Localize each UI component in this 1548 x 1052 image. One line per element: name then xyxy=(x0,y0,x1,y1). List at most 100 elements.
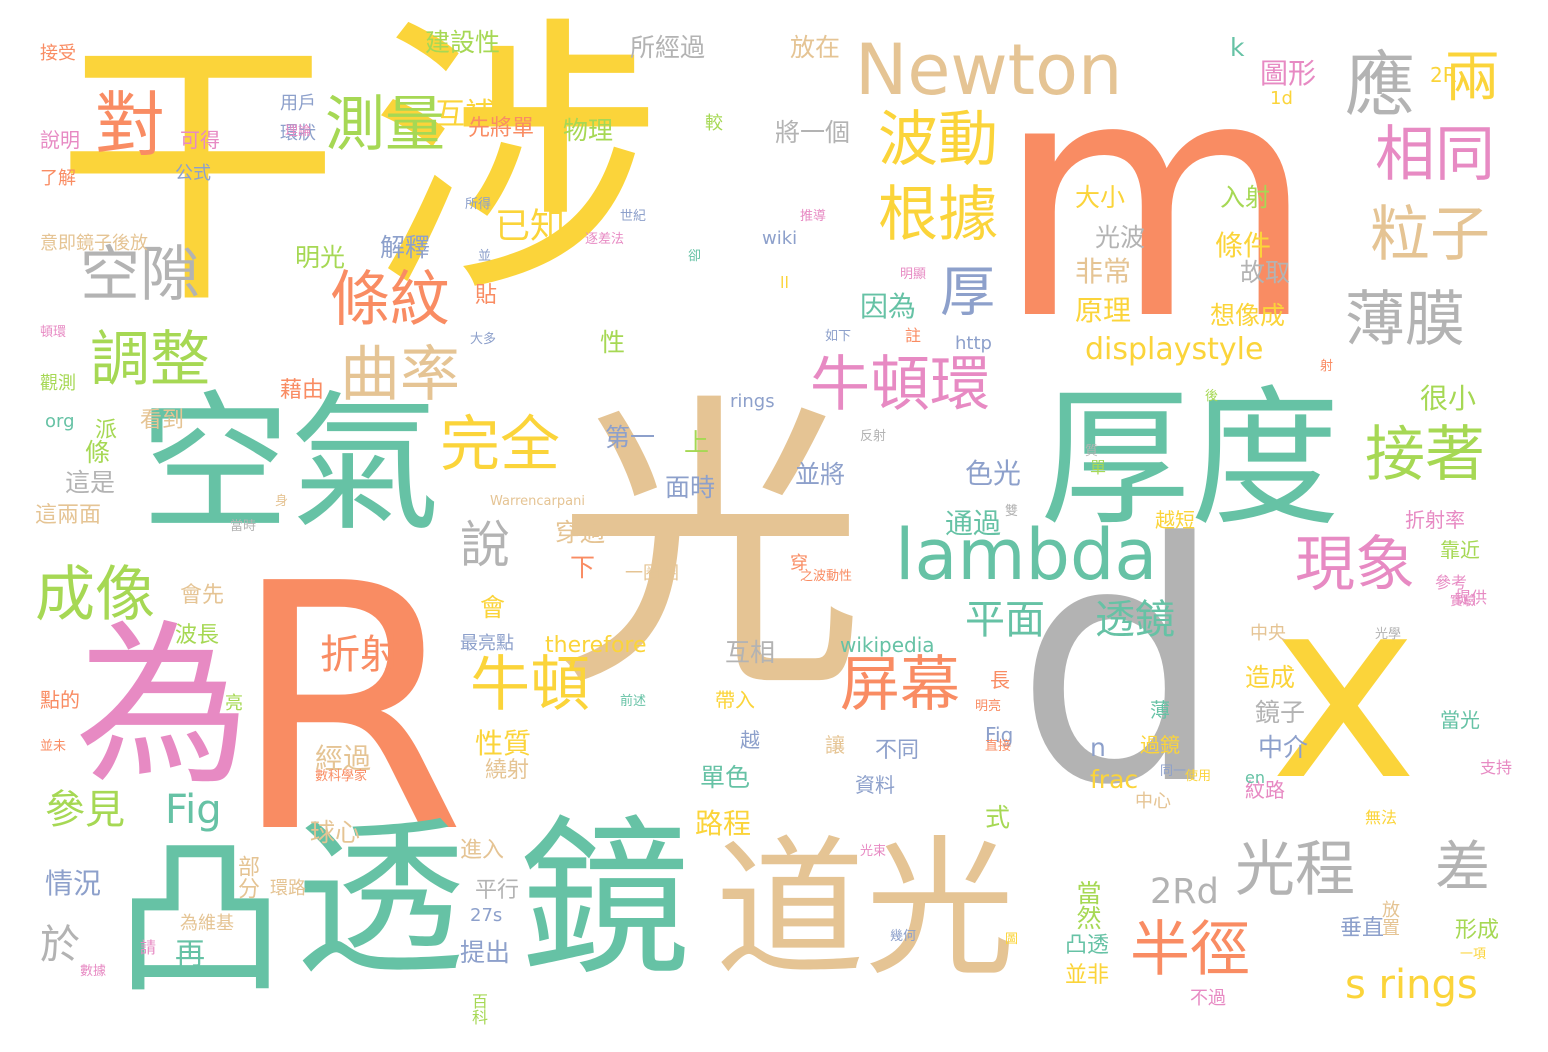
cloud-word: 並將 xyxy=(795,460,846,489)
cloud-word: 應 xyxy=(1345,44,1415,126)
cloud-word: 中介 xyxy=(1258,733,1309,762)
cloud-word: 2Rd xyxy=(1150,872,1219,912)
cloud-word: 並未 xyxy=(40,739,67,754)
cloud-word: k xyxy=(1230,33,1245,62)
cloud-word: 兩 xyxy=(1445,45,1501,109)
cloud-word: 貼 xyxy=(475,283,498,308)
cloud-word: 註 xyxy=(905,326,922,345)
cloud-word: 完全 xyxy=(440,410,560,480)
cloud-word: org xyxy=(45,411,75,432)
cloud-word: 身 xyxy=(275,494,289,509)
cloud-word: 厚度 xyxy=(1040,373,1341,547)
cloud-word: 點的 xyxy=(40,688,80,712)
cloud-word: 一項 xyxy=(1460,947,1487,962)
cloud-word: 2R xyxy=(1430,63,1457,87)
cloud-word: 鏡 xyxy=(520,801,691,999)
cloud-word: 會 xyxy=(480,593,506,622)
cloud-word: 用戶 xyxy=(280,93,316,114)
cloud-word: 這是 xyxy=(65,468,116,497)
cloud-word: 參見 xyxy=(45,787,125,833)
cloud-word: 路程 xyxy=(695,807,752,840)
cloud-word: wiki xyxy=(762,228,798,249)
cloud-word: 質 xyxy=(1085,444,1099,459)
cloud-word: 當光 xyxy=(1440,708,1480,732)
cloud-word: 紋路 xyxy=(1245,778,1285,802)
cloud-word: 反射 xyxy=(860,429,887,444)
cloud-word: 空氣 xyxy=(140,378,441,552)
cloud-word: 干 xyxy=(55,11,340,343)
cloud-word: 平行 xyxy=(475,878,520,903)
cloud-word: 下 xyxy=(570,553,596,582)
cloud-word: 27s xyxy=(470,905,503,926)
cloud-word: 不過 xyxy=(1190,988,1226,1009)
cloud-word: 單 xyxy=(1090,458,1107,477)
cloud-word: 很小 xyxy=(1420,382,1477,415)
cloud-word: 屏幕 xyxy=(840,650,960,720)
cloud-word: 卻 xyxy=(688,249,702,264)
cloud-word: 物理 xyxy=(563,116,614,145)
cloud-word: 較 xyxy=(705,113,723,134)
cloud-word: 想像成 xyxy=(1210,301,1286,330)
cloud-word: 明顯 xyxy=(900,267,927,282)
cloud-word: 幾何 xyxy=(890,929,917,944)
cloud-word: 波長 xyxy=(175,623,220,648)
cloud-word: 並 xyxy=(478,249,492,264)
cloud-word: 帶入 xyxy=(715,688,755,712)
cloud-word: Fig xyxy=(165,787,222,833)
cloud-word: d xyxy=(1015,473,1225,857)
cloud-word: 入射 xyxy=(1220,183,1271,212)
cloud-word: x xyxy=(1270,544,1418,835)
cloud-word: 鏡子 xyxy=(1255,698,1306,727)
cloud-word: 當時 xyxy=(230,519,257,534)
cloud-word: 所經過 xyxy=(630,33,706,62)
cloud-word: 部分 xyxy=(234,855,259,899)
cloud-word: 互補 xyxy=(435,97,495,132)
cloud-word: 推導 xyxy=(800,209,827,224)
cloud-word: therefore xyxy=(545,633,647,658)
cloud-word: 放在 xyxy=(790,33,841,62)
cloud-word: 性質 xyxy=(475,727,532,760)
cloud-word: 大小 xyxy=(1075,183,1126,212)
cloud-word: 經過 xyxy=(315,742,372,775)
cloud-word: 造成 xyxy=(1245,663,1296,692)
cloud-word: 道光 xyxy=(715,823,1016,997)
cloud-word: 折射率 xyxy=(1405,508,1465,532)
cloud-word: 牛頓環 xyxy=(810,350,990,420)
cloud-word: 透鏡 xyxy=(1095,597,1175,643)
cloud-word: m xyxy=(995,8,1317,392)
cloud-word: 凸透 xyxy=(1065,933,1110,958)
cloud-word: 實驗 xyxy=(1450,594,1477,609)
cloud-word: 成像 xyxy=(35,560,155,630)
cloud-word: 薄 xyxy=(1150,698,1170,722)
cloud-word: 相同 xyxy=(1375,120,1495,190)
cloud-word: 對 xyxy=(95,84,165,166)
cloud-word: 條紋 xyxy=(330,265,450,335)
cloud-word: 繞射 xyxy=(485,758,530,783)
cloud-word: 空隙 xyxy=(80,240,200,310)
cloud-word: 觀測 xyxy=(40,373,76,394)
cloud-word: 將一個 xyxy=(775,118,851,147)
cloud-word: 同一 xyxy=(1160,764,1187,779)
cloud-word: 直接 xyxy=(985,739,1012,754)
cloud-word: 說明 xyxy=(40,128,80,152)
cloud-word: 理論 xyxy=(285,124,312,139)
cloud-word: 原理 xyxy=(1075,294,1132,327)
cloud-word: 穿過 xyxy=(555,518,606,547)
cloud-word: s rings xyxy=(1345,962,1478,1008)
cloud-word: 百科 xyxy=(469,993,488,1025)
cloud-word: 最亮點 xyxy=(460,633,514,654)
cloud-word: 解釋 xyxy=(380,233,431,262)
cloud-word: 差 xyxy=(1435,835,1491,899)
cloud-word: 看到 xyxy=(140,408,185,433)
cloud-word: 接著 xyxy=(1365,420,1485,490)
cloud-word: 波動 xyxy=(878,105,998,175)
cloud-word: 支持 xyxy=(1480,758,1513,777)
cloud-word: 通過 xyxy=(945,507,1002,540)
cloud-word: 再 xyxy=(175,937,205,972)
cloud-word: 光束 xyxy=(860,844,887,859)
cloud-word: 形成 xyxy=(1455,918,1500,943)
cloud-word: 因為 xyxy=(860,290,917,323)
cloud-word: n xyxy=(1090,733,1106,762)
cloud-word: 第一 xyxy=(605,423,656,452)
cloud-word: 越 xyxy=(740,728,760,752)
